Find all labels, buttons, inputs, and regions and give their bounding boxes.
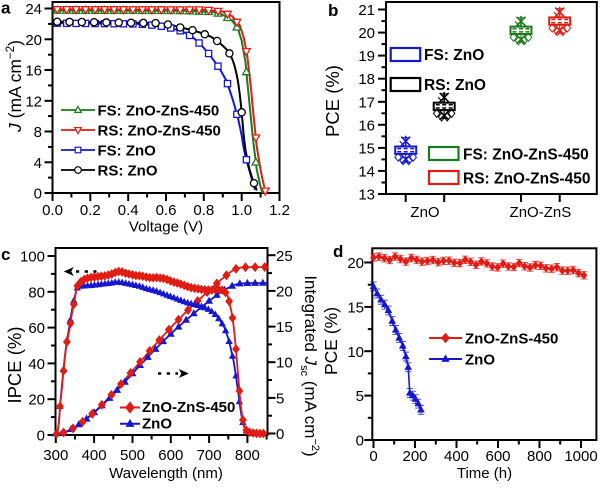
svg-text:10: 10 <box>276 355 293 372</box>
svg-text:600: 600 <box>485 448 510 465</box>
svg-text:J (mA cm−2): J (mA cm−2) <box>5 40 25 133</box>
svg-text:20: 20 <box>28 392 45 409</box>
svg-text:ZnO-ZnS-450: ZnO-ZnS-450 <box>465 331 558 348</box>
svg-text:PCE (%): PCE (%) <box>322 65 343 137</box>
svg-text:0.0: 0.0 <box>42 202 63 219</box>
svg-text:13: 13 <box>358 187 375 204</box>
svg-text:RS: ZnO: RS: ZnO <box>424 77 486 94</box>
svg-text:ZnO: ZnO <box>410 204 439 221</box>
svg-text:5: 5 <box>356 388 364 405</box>
svg-text:21: 21 <box>358 2 375 19</box>
svg-text:RS: ZnO-ZnS-450: RS: ZnO-ZnS-450 <box>463 171 590 188</box>
svg-text:16: 16 <box>358 117 375 134</box>
svg-text:15: 15 <box>276 319 293 336</box>
svg-text:0: 0 <box>37 428 45 445</box>
svg-text:1.0: 1.0 <box>231 202 252 219</box>
svg-text:25: 25 <box>276 248 293 265</box>
svg-text:18: 18 <box>358 71 375 88</box>
svg-text:15: 15 <box>347 299 364 316</box>
svg-text:800: 800 <box>527 448 552 465</box>
svg-text:0: 0 <box>369 448 377 465</box>
svg-text:ZnO-ZnS: ZnO-ZnS <box>510 204 572 221</box>
svg-text:b: b <box>328 1 338 20</box>
svg-text:0: 0 <box>34 186 42 203</box>
svg-text:0.4: 0.4 <box>118 202 139 219</box>
svg-text:PCE (%): PCE (%) <box>321 307 341 375</box>
svg-text:0: 0 <box>276 426 284 443</box>
svg-text:ZnO: ZnO <box>465 352 495 369</box>
svg-text:Integrated Jsc (mA cm−2): Integrated Jsc (mA cm−2) <box>298 275 321 456</box>
svg-text:1000: 1000 <box>564 448 597 465</box>
svg-text:14: 14 <box>358 163 375 180</box>
svg-text:200: 200 <box>402 448 427 465</box>
svg-text:FS: ZnO: FS: ZnO <box>98 143 157 160</box>
svg-text:ZnO-ZnS-450: ZnO-ZnS-450 <box>142 399 235 416</box>
svg-text:0.8: 0.8 <box>193 202 214 219</box>
svg-text:0.2: 0.2 <box>80 202 101 219</box>
svg-text:12: 12 <box>25 93 42 110</box>
svg-text:80: 80 <box>28 284 45 301</box>
svg-text:20: 20 <box>25 32 42 49</box>
svg-text:19: 19 <box>358 48 375 65</box>
svg-text:16: 16 <box>25 63 42 80</box>
svg-text:Time (h): Time (h) <box>457 465 512 482</box>
svg-text:700: 700 <box>197 447 222 464</box>
svg-text:15: 15 <box>358 140 375 157</box>
svg-text:c: c <box>1 245 10 264</box>
svg-text:RS: ZnO: RS: ZnO <box>98 163 158 180</box>
svg-text:d: d <box>333 242 343 261</box>
svg-text:500: 500 <box>120 447 145 464</box>
svg-text:800: 800 <box>235 447 260 464</box>
svg-text:Voltage (V): Voltage (V) <box>129 219 203 236</box>
svg-text:RS: ZnO-ZnS-450: RS: ZnO-ZnS-450 <box>98 123 221 140</box>
svg-text:400: 400 <box>444 448 469 465</box>
svg-text:8: 8 <box>34 124 42 141</box>
svg-text:600: 600 <box>158 447 183 464</box>
svg-text:5: 5 <box>276 390 284 407</box>
svg-text:a: a <box>1 0 11 18</box>
svg-text:FS: ZnO-ZnS-450: FS: ZnO-ZnS-450 <box>98 103 220 120</box>
svg-text:17: 17 <box>358 94 375 111</box>
svg-text:20: 20 <box>358 25 375 42</box>
svg-text:20: 20 <box>276 283 293 300</box>
svg-text:40: 40 <box>28 356 45 373</box>
svg-text:400: 400 <box>82 447 107 464</box>
svg-text:20: 20 <box>347 255 364 272</box>
svg-text:0.6: 0.6 <box>156 202 177 219</box>
svg-text:0: 0 <box>356 433 364 450</box>
svg-text:IPCE (%): IPCE (%) <box>4 326 25 403</box>
svg-text:10: 10 <box>347 344 364 361</box>
svg-text:300: 300 <box>43 447 68 464</box>
svg-text:24: 24 <box>25 1 42 18</box>
svg-text:60: 60 <box>28 320 45 337</box>
svg-text:ZnO: ZnO <box>142 415 172 432</box>
svg-text:100: 100 <box>20 249 45 266</box>
svg-text:1.2: 1.2 <box>269 202 290 219</box>
svg-text:FS: ZnO-ZnS-450: FS: ZnO-ZnS-450 <box>463 147 589 164</box>
svg-text:4: 4 <box>34 155 42 172</box>
svg-text:Wavelength (nm): Wavelength (nm) <box>109 465 223 482</box>
svg-text:FS: ZnO: FS: ZnO <box>424 47 484 64</box>
